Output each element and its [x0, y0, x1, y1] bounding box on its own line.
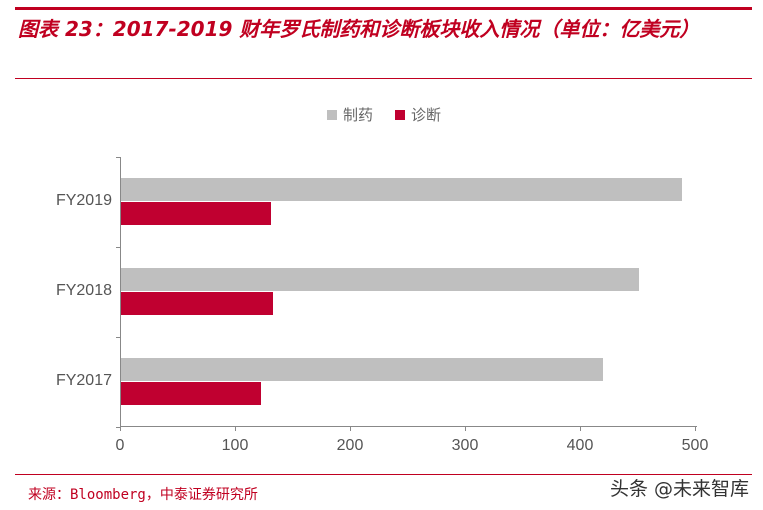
x-axis-tick	[235, 426, 236, 431]
y-axis-label: FY2019	[55, 192, 112, 209]
source-note: 来源：Bloomberg，中泰证券研究所	[28, 487, 258, 503]
x-axis-tick	[465, 426, 466, 431]
x-axis-tick	[695, 426, 696, 431]
x-axis-tick	[120, 426, 121, 431]
y-axis-tick	[116, 157, 121, 158]
x-axis-label: 400	[566, 437, 594, 454]
x-axis-tick	[580, 426, 581, 431]
legend-swatch-pharma	[327, 109, 337, 120]
legend-label-diagnostics: 诊断	[411, 106, 442, 124]
y-axis-label: FY2018	[55, 282, 112, 299]
bar-diagnostics	[121, 202, 271, 225]
legend-label-pharma: 制药	[343, 106, 374, 124]
x-axis	[120, 426, 697, 427]
bar-pharma	[121, 268, 639, 291]
bar-diagnostics	[121, 382, 262, 405]
y-axis	[120, 157, 121, 427]
bar-diagnostics	[121, 292, 273, 315]
bar-pharma	[121, 178, 683, 201]
watermark: 头条 @未来智库	[609, 478, 749, 500]
bar-pharma	[121, 358, 603, 381]
y-axis-label: FY2017	[55, 372, 112, 389]
y-axis-tick	[116, 337, 121, 338]
x-axis-tick	[350, 426, 351, 431]
chart-title: 图表 23：2017-2019 财年罗氏制药和诊断板块收入情况（单位：亿美元）	[18, 17, 700, 41]
x-axis-label: 500	[681, 437, 709, 454]
x-axis-label: 300	[451, 437, 479, 454]
x-axis-label: 200	[336, 437, 364, 454]
x-axis-label: 100	[221, 437, 249, 454]
legend: 制药 诊断	[327, 104, 441, 125]
title-top-rule	[15, 7, 752, 10]
x-axis-label: 0	[115, 437, 125, 454]
legend-swatch-diagnostics	[395, 109, 406, 120]
footer-rule	[15, 474, 752, 475]
y-axis-tick	[116, 247, 121, 248]
y-axis-tick	[116, 427, 121, 428]
title-bottom-rule	[15, 78, 752, 79]
